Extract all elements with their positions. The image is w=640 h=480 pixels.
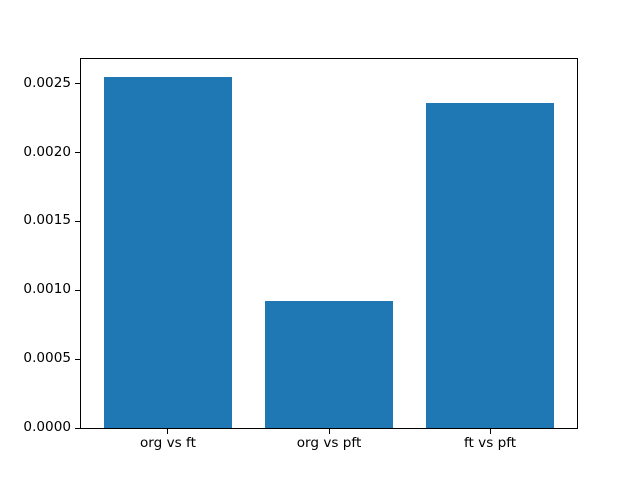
y-tick-label: 0.0000	[23, 419, 71, 436]
y-tick-label: 0.0010	[23, 281, 71, 298]
x-tick-label: org vs ft	[139, 435, 196, 451]
x-tick-mark	[489, 429, 491, 434]
x-tick-label: ft vs pft	[463, 435, 517, 451]
y-tick-mark	[75, 358, 80, 360]
y-tick-mark	[75, 83, 80, 85]
y-tick-mark	[75, 289, 80, 291]
y-tick-mark	[75, 220, 80, 222]
bar-org-vs-pft	[264, 301, 394, 428]
bar-ft-vs-pft	[425, 103, 555, 428]
x-tick-label: org vs pft	[296, 435, 362, 451]
y-tick-mark	[75, 427, 80, 429]
plot-area: 0.0000 0.0005 0.0010 0.0015 0.0020 0.0025 org …	[23, 58, 578, 450]
y-tick-mark	[75, 152, 80, 154]
y-tick-label: 0.0005	[23, 350, 71, 367]
x-tick-mark	[328, 429, 330, 434]
y-tick-label: 0.0025	[23, 74, 71, 91]
y-tick-label: 0.0015	[23, 212, 71, 229]
x-tick-mark	[167, 429, 169, 434]
bar-org-vs-ft	[103, 76, 233, 428]
y-tick-label: 0.0020	[23, 143, 71, 160]
